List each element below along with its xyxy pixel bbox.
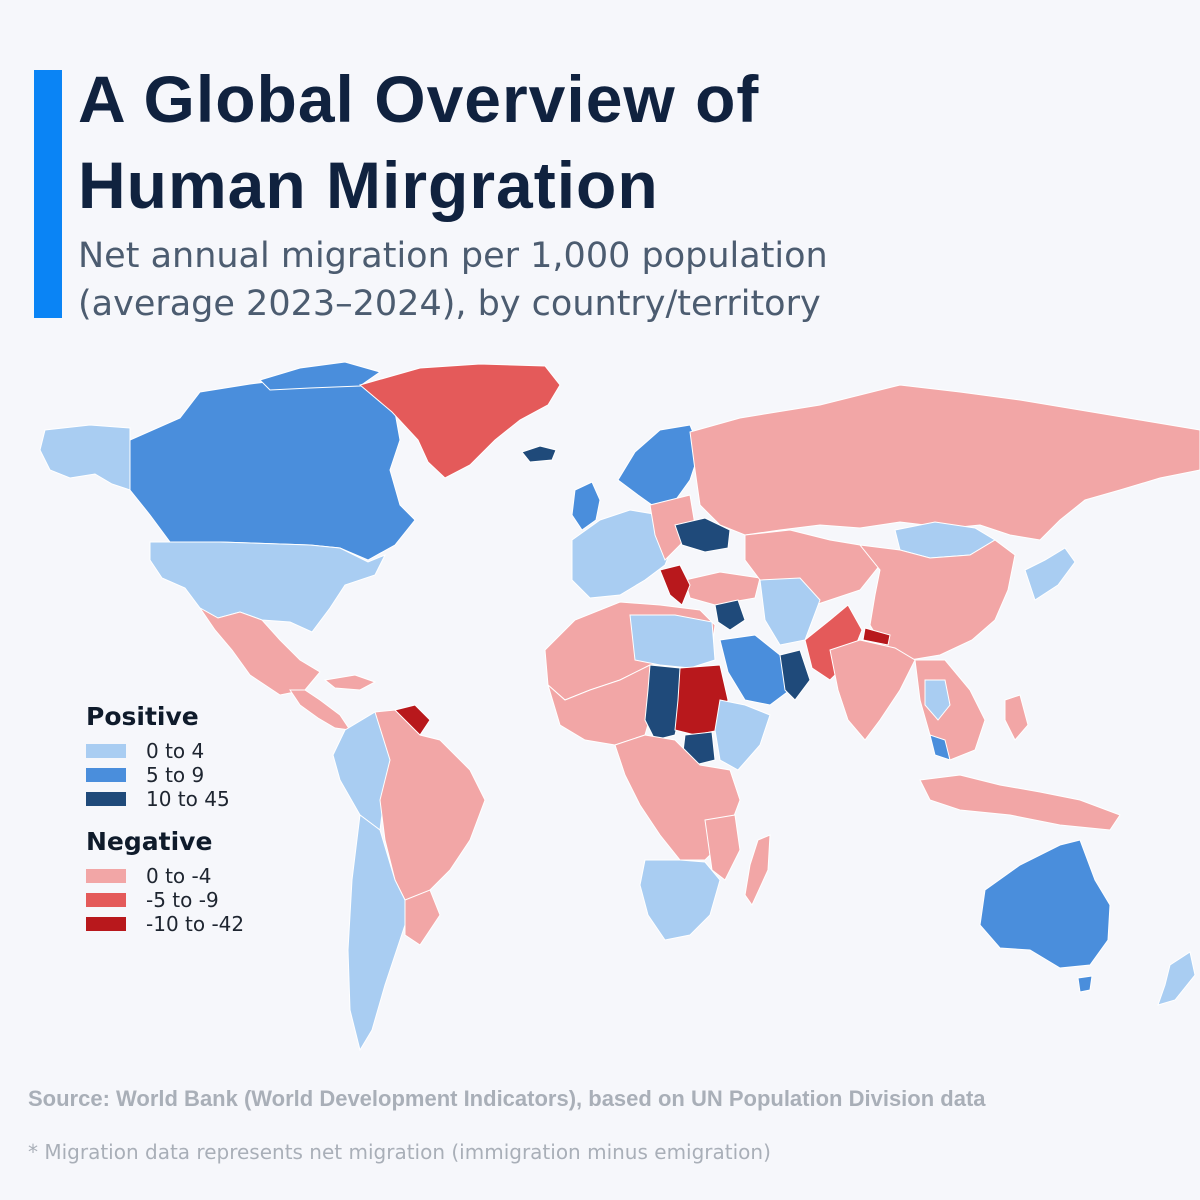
- legend-item-negative-high: -10 to -42: [86, 912, 244, 936]
- region-russia: [689, 384, 1200, 541]
- subtitle-line-2: (average 2023–2024), by country/territor…: [78, 284, 821, 324]
- region-tasmania: [1077, 975, 1093, 993]
- region-australia: [979, 839, 1111, 969]
- region-madagascar: [744, 834, 771, 907]
- title-line-2: Human Mirgration: [78, 148, 659, 222]
- region-mexico: [199, 607, 321, 696]
- region-new-zealand: [1157, 951, 1196, 1006]
- source-note: Source: World Bank (World Development In…: [28, 1086, 986, 1111]
- region-balkans: [659, 564, 691, 606]
- accent-bar: [34, 70, 62, 318]
- legend-item-negative-low: 0 to -4: [86, 864, 244, 888]
- region-usa: [149, 541, 387, 633]
- legend-label: 10 to 45: [146, 787, 230, 811]
- region-uruguay: [404, 889, 441, 946]
- region-eastern-europe: [649, 494, 696, 561]
- region-southern-cone: [347, 814, 411, 1052]
- region-greenland: [358, 363, 561, 479]
- legend-swatch: [86, 768, 126, 782]
- region-china: [858, 539, 1016, 661]
- legend-label: 0 to 4: [146, 739, 205, 763]
- legend-swatch: [86, 744, 126, 758]
- region-saudi-arabia: [719, 634, 791, 706]
- legend-item-positive-mid: 5 to 9: [86, 763, 244, 787]
- legend-label: -10 to -42: [146, 912, 245, 936]
- region-india: [829, 639, 916, 741]
- region-nepal: [862, 627, 891, 646]
- legend-swatch: [86, 869, 126, 883]
- region-oman: [779, 649, 811, 701]
- subtitle-line-1: Net annual migration per 1,000 populatio…: [78, 236, 828, 276]
- title-line-1: A Global Overview of: [78, 62, 760, 136]
- legend-item-negative-mid: -5 to -9: [86, 888, 244, 912]
- legend-label: 5 to 9: [146, 763, 205, 787]
- legend-label: 0 to -4: [146, 864, 212, 888]
- region-libya-egypt: [629, 614, 716, 669]
- region-uk: [571, 481, 601, 531]
- region-philippines: [1004, 694, 1029, 741]
- region-se-asia: [914, 659, 986, 761]
- legend-heading-negative: Negative: [86, 827, 213, 856]
- region-scandinavia: [617, 424, 701, 506]
- legend-heading-positive: Positive: [86, 702, 199, 731]
- legend-swatch: [86, 893, 126, 907]
- region-southern-africa: [639, 859, 721, 941]
- region-canada: [129, 375, 416, 561]
- subtitle: Net annual migration per 1,000 populatio…: [78, 232, 828, 328]
- region-malaysia: [929, 734, 951, 761]
- region-syria: [714, 599, 746, 631]
- region-iceland: [521, 445, 557, 463]
- region-ukraine: [674, 517, 731, 553]
- region-japan: [1024, 547, 1076, 601]
- region-turkey: [684, 571, 761, 606]
- region-thailand: [924, 679, 951, 721]
- page-title: A Global Overview of Human Mirgration: [78, 56, 759, 228]
- region-caribbean: [323, 674, 377, 691]
- region-central-america: [289, 689, 352, 731]
- world-map: [39, 361, 1200, 1052]
- legend-swatch: [86, 792, 126, 806]
- legend-swatch: [86, 917, 126, 931]
- footnote: * Migration data represents net migratio…: [28, 1140, 771, 1164]
- region-brazil: [374, 709, 486, 911]
- region-mozambique: [704, 814, 741, 881]
- legend-item-positive-high: 10 to 45: [86, 787, 244, 811]
- region-alaska: [39, 424, 131, 491]
- map-legend: Positive 0 to 4 5 to 9 10 to 45 Negative…: [86, 702, 244, 936]
- region-horn-africa: [714, 699, 771, 771]
- legend-item-positive-low: 0 to 4: [86, 739, 244, 763]
- region-canada-islands: [259, 361, 382, 391]
- region-indonesia: [919, 774, 1121, 831]
- region-western-europe: [571, 509, 676, 599]
- legend-label: -5 to -9: [146, 888, 219, 912]
